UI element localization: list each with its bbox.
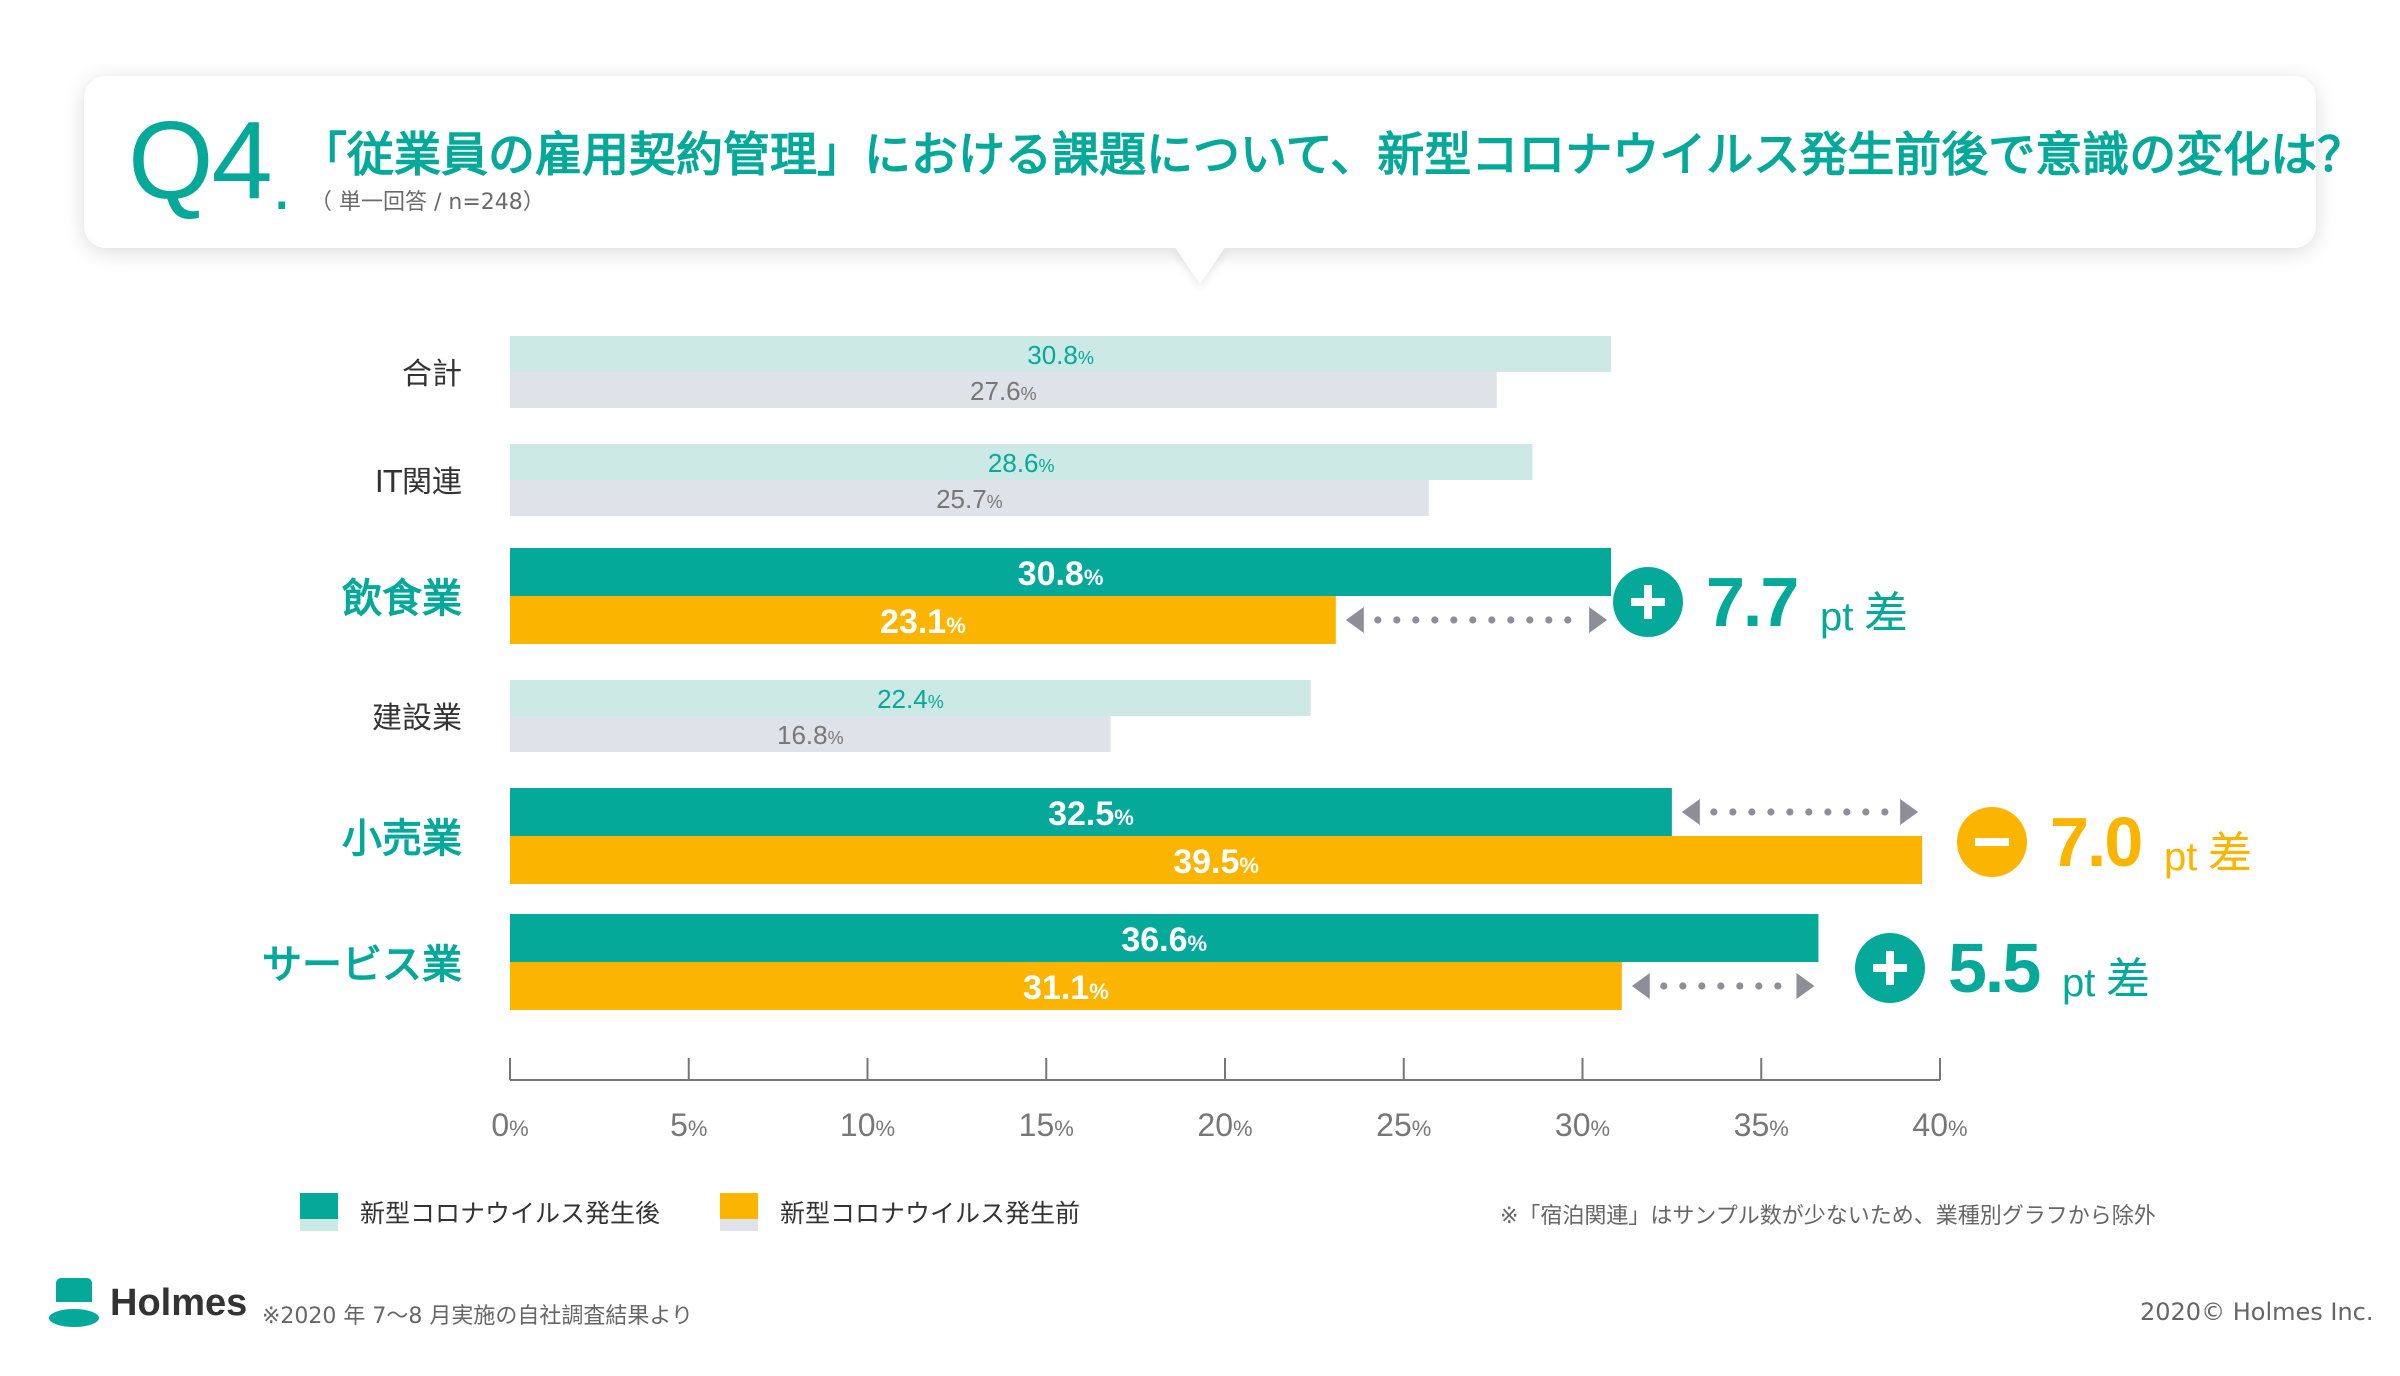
arrow-dot bbox=[1729, 808, 1737, 816]
difference-value: 7.0 bbox=[2050, 803, 2141, 881]
arrow-dot bbox=[1507, 616, 1515, 624]
arrow-dot bbox=[1774, 982, 1782, 990]
source-note: ※2020 年 7〜8 月実施の自社調査結果より bbox=[262, 1304, 693, 1329]
arrow-dot bbox=[1679, 982, 1687, 990]
difference-unit: pt bbox=[2062, 961, 2095, 1005]
bar-before bbox=[510, 596, 1336, 644]
category-label: 建設業 bbox=[372, 701, 462, 736]
difference-unit: pt bbox=[2164, 835, 2197, 879]
arrow-dot bbox=[1755, 982, 1763, 990]
copyright: 2020© Holmes Inc. bbox=[2140, 1298, 2374, 1326]
bar-after bbox=[510, 336, 1612, 372]
x-tick-label: 20% bbox=[1197, 1107, 1252, 1143]
data-label: 31.1% bbox=[1023, 969, 1109, 1007]
x-tick-label: 35% bbox=[1734, 1107, 1789, 1143]
legend-item-before: 新型コロナウイルス発生前 bbox=[720, 1193, 1080, 1231]
x-tick-label: 0% bbox=[491, 1107, 528, 1143]
arrow-head-right bbox=[1900, 799, 1919, 825]
bar-before bbox=[510, 480, 1429, 516]
arrow-dot bbox=[1710, 808, 1718, 816]
arrow-dot bbox=[1736, 982, 1744, 990]
arrow-dot bbox=[1862, 808, 1870, 816]
arrow-dot bbox=[1767, 808, 1775, 816]
arrow-dot bbox=[1488, 616, 1496, 624]
arrow-head-right bbox=[1589, 607, 1608, 633]
arrow-dot bbox=[1748, 808, 1756, 816]
arrow-dot bbox=[1881, 808, 1889, 816]
legend-label-before: 新型コロナウイルス発生前 bbox=[780, 1199, 1081, 1228]
bar-after bbox=[510, 788, 1672, 836]
bar-after bbox=[510, 914, 1819, 962]
minus-icon bbox=[1975, 838, 2009, 846]
arrow-dot bbox=[1469, 616, 1477, 624]
bar-after bbox=[510, 548, 1612, 596]
arrow-dot bbox=[1412, 616, 1420, 624]
category-label: サービス業 bbox=[262, 942, 462, 988]
arrow-dot bbox=[1843, 808, 1851, 816]
legend-swatch-before bbox=[720, 1193, 758, 1231]
arrow-head-right bbox=[1796, 973, 1815, 999]
data-label: 36.6% bbox=[1121, 921, 1207, 959]
question-number-dot: . bbox=[272, 146, 292, 224]
bar-before bbox=[510, 836, 1923, 884]
chart-subtitle: （ 単一回答 / n=248） bbox=[310, 190, 545, 215]
category-label: 飲食業 bbox=[342, 576, 462, 622]
x-tick-label: 30% bbox=[1555, 1107, 1610, 1143]
difference-suffix: 差 bbox=[2106, 954, 2150, 1005]
bar-before bbox=[510, 716, 1111, 752]
category-label: 小売業 bbox=[342, 816, 462, 862]
arrow-dot bbox=[1393, 616, 1401, 624]
question-card-pointer bbox=[1174, 246, 1226, 284]
x-tick-label: 10% bbox=[840, 1107, 895, 1143]
plus-icon bbox=[1644, 585, 1652, 619]
legend-label-after: 新型コロナウイルス発生後 bbox=[360, 1199, 661, 1228]
arrow-dot bbox=[1786, 808, 1794, 816]
x-tick-label: 40% bbox=[1912, 1107, 1967, 1143]
chart-title: 「従業員の雇用契約管理」における課題について、新型コロナウイルス発生前後で意識の… bbox=[300, 128, 2365, 183]
arrow-dot bbox=[1564, 616, 1572, 624]
difference-value: 5.5 bbox=[1948, 929, 2039, 1007]
arrow-head-left bbox=[1631, 973, 1650, 999]
x-tick-label: 15% bbox=[1019, 1107, 1074, 1143]
category-label: IT関連 bbox=[375, 465, 462, 500]
arrow-head-left bbox=[1345, 607, 1364, 633]
legend-item-after: 新型コロナウイルス発生後 bbox=[300, 1193, 660, 1231]
category-label: 合計 bbox=[402, 357, 462, 392]
difference-value: 7.7 bbox=[1706, 563, 1797, 641]
x-tick-label: 25% bbox=[1376, 1107, 1431, 1143]
top-hat-icon bbox=[49, 1278, 99, 1327]
bar-before bbox=[510, 372, 1497, 408]
bar-after bbox=[510, 444, 1533, 480]
x-tick-label: 5% bbox=[670, 1107, 707, 1143]
exclusion-note: ※「宿泊関連」はサンプル数が少ないため、業種別グラフから除外 bbox=[1500, 1204, 2156, 1229]
holmes-logo: Holmes bbox=[48, 1276, 247, 1330]
logo-text: Holmes bbox=[110, 1281, 248, 1324]
bar-after bbox=[510, 680, 1311, 716]
difference-unit: pt bbox=[1820, 595, 1853, 639]
arrow-dot bbox=[1805, 808, 1813, 816]
legend-swatch-after bbox=[300, 1193, 338, 1231]
question-card bbox=[84, 76, 2316, 248]
plus-icon bbox=[1886, 951, 1894, 985]
arrow-dot bbox=[1698, 982, 1706, 990]
arrow-dot bbox=[1431, 616, 1439, 624]
arrow-dot bbox=[1450, 616, 1458, 624]
arrow-dot bbox=[1660, 982, 1668, 990]
question-number: Q4 bbox=[128, 99, 273, 222]
bar-before bbox=[510, 962, 1622, 1010]
difference-suffix: 差 bbox=[1864, 588, 1908, 639]
arrow-dot bbox=[1374, 616, 1382, 624]
arrow-dot bbox=[1526, 616, 1534, 624]
difference-suffix: 差 bbox=[2208, 828, 2252, 879]
arrow-dot bbox=[1717, 982, 1725, 990]
arrow-dot bbox=[1545, 616, 1553, 624]
arrow-head-left bbox=[1681, 799, 1700, 825]
arrow-dot bbox=[1824, 808, 1832, 816]
